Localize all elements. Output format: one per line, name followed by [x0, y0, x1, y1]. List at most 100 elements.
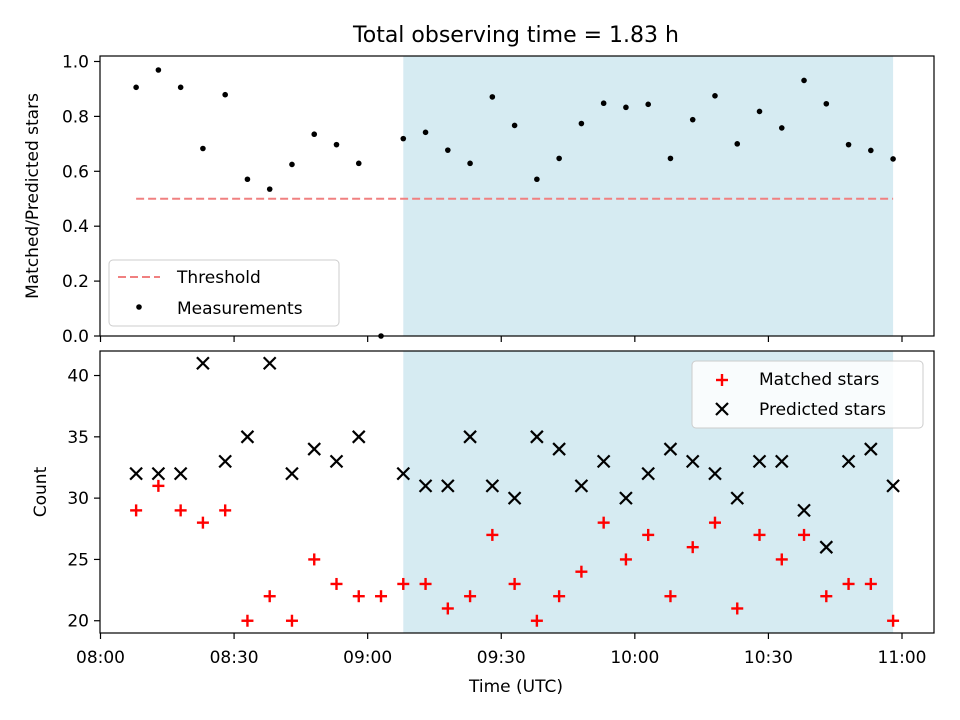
bottom-legend-box [691, 360, 924, 429]
top-plot-frame [99, 55, 935, 337]
predicted-star-point [574, 479, 589, 493]
measurement-point [756, 108, 763, 115]
predicted-star-point [218, 454, 232, 469]
matched-star-point [842, 577, 855, 590]
x-tick-label: 09:00 [343, 648, 392, 668]
predicted-star-point [774, 454, 789, 469]
x-axis-label: Time (UTC) [468, 677, 563, 697]
matched-star-point [775, 553, 788, 566]
matched-star-point [530, 614, 543, 627]
bottom-points-group [129, 356, 900, 627]
measurement-point [667, 155, 674, 162]
measurement-point [712, 93, 718, 99]
x-tick-label: 11:00 [878, 648, 927, 668]
measurement-point [534, 176, 540, 183]
measurement-point [801, 77, 807, 84]
matched-star-point [152, 479, 165, 492]
measurement-point [890, 156, 896, 162]
predicted-star-point [396, 466, 411, 481]
matched-star-point [263, 590, 276, 603]
matched-star-point [219, 504, 232, 517]
measurement-point [266, 186, 273, 192]
matched-star-point [174, 504, 187, 517]
matched-star-point [642, 528, 655, 541]
predicted-star-point [507, 491, 522, 505]
legend-threshold-label: Threshold [176, 268, 261, 288]
matched-star-point [798, 528, 811, 541]
measurement-point [489, 94, 496, 100]
top-panel: 0.0 0.2 0.4 0.6 0.8 1.0 Matched/Predicted sta… [23, 52, 935, 347]
predicted-star-point [708, 466, 722, 481]
predicted-star-point [619, 491, 633, 505]
measurement-point [445, 147, 451, 153]
measurement-point [333, 141, 340, 148]
legend-measurements-swatch [136, 304, 142, 310]
predicted-star-point [663, 442, 678, 456]
measurement-point [289, 161, 295, 168]
predicted-star-point [285, 466, 299, 481]
predicted-star-point [730, 491, 745, 505]
bottom-y-tick-label: 20 [67, 612, 89, 632]
matched-star-point [753, 528, 766, 541]
legend-matched-swatch [716, 374, 728, 386]
predicted-star-point [441, 479, 455, 493]
legend-matched-label: Matched stars [759, 370, 879, 390]
bottom-y-tick-label: 40 [67, 367, 89, 387]
measurement-point [623, 104, 629, 111]
matched-star-point [285, 614, 298, 627]
predicted-star-point [329, 454, 344, 469]
predicted-star-point [864, 442, 878, 456]
top-x-ticks [99, 336, 903, 342]
predicted-star-point [841, 454, 856, 469]
predicted-star-point [819, 540, 834, 554]
matched-star-point [352, 590, 365, 603]
predicted-star-point [129, 466, 143, 481]
matched-star-point [330, 577, 343, 590]
measurement-point [155, 67, 162, 73]
matched-star-point [508, 577, 521, 590]
matched-star-point [464, 590, 477, 603]
top-points-group [133, 67, 896, 339]
matched-star-point [575, 565, 588, 578]
measurement-point [823, 100, 830, 107]
measurement-point [689, 116, 696, 123]
matched-star-point [664, 590, 677, 603]
bottom-panel: 20 25 30 35 40 08:00 08:30 09:00 09:30 10:00 10:3… [31, 350, 935, 697]
measurement-point [244, 176, 251, 183]
measurement-point [311, 131, 318, 138]
predicted-star-point [262, 356, 277, 371]
measurement-point [734, 141, 741, 147]
measurement-point [177, 84, 184, 91]
predicted-star-point [196, 356, 210, 371]
matched-star-point [441, 602, 454, 615]
measurement-point [400, 135, 407, 142]
x-tick-label: 09:30 [477, 648, 526, 668]
x-tick-label: 08:30 [210, 648, 259, 668]
bottom-y-axis-label: Count [31, 466, 51, 517]
measurement-point [422, 129, 429, 136]
measurement-point [578, 120, 585, 127]
matched-star-point [196, 516, 209, 529]
predicted-star-point [463, 430, 477, 444]
measurement-point [845, 141, 852, 148]
legend-predicted-swatch [715, 402, 729, 416]
predicted-star-point [886, 479, 900, 493]
top-y-tick-label: 1.0 [62, 52, 89, 72]
legend-predicted-label: Predicted stars [759, 400, 886, 420]
measurement-point [511, 122, 518, 129]
x-tick-label: 08:00 [76, 648, 125, 668]
predicted-star-point [596, 454, 611, 469]
matched-star-point [597, 516, 610, 529]
bottom-y-tick-label: 25 [67, 550, 89, 570]
measurement-point [600, 100, 607, 107]
measurement-point [778, 125, 785, 131]
top-legend-box [108, 259, 340, 327]
predicted-star-point [173, 466, 188, 481]
measurement-point [133, 84, 139, 91]
top-y-tick-label: 0.6 [62, 162, 89, 182]
predicted-star-point [752, 454, 767, 469]
bottom-legend: Matched stars Predicted stars [691, 360, 924, 429]
predicted-star-point [418, 479, 433, 493]
x-tick-label: 10:30 [744, 648, 793, 668]
measurement-point [200, 145, 206, 152]
